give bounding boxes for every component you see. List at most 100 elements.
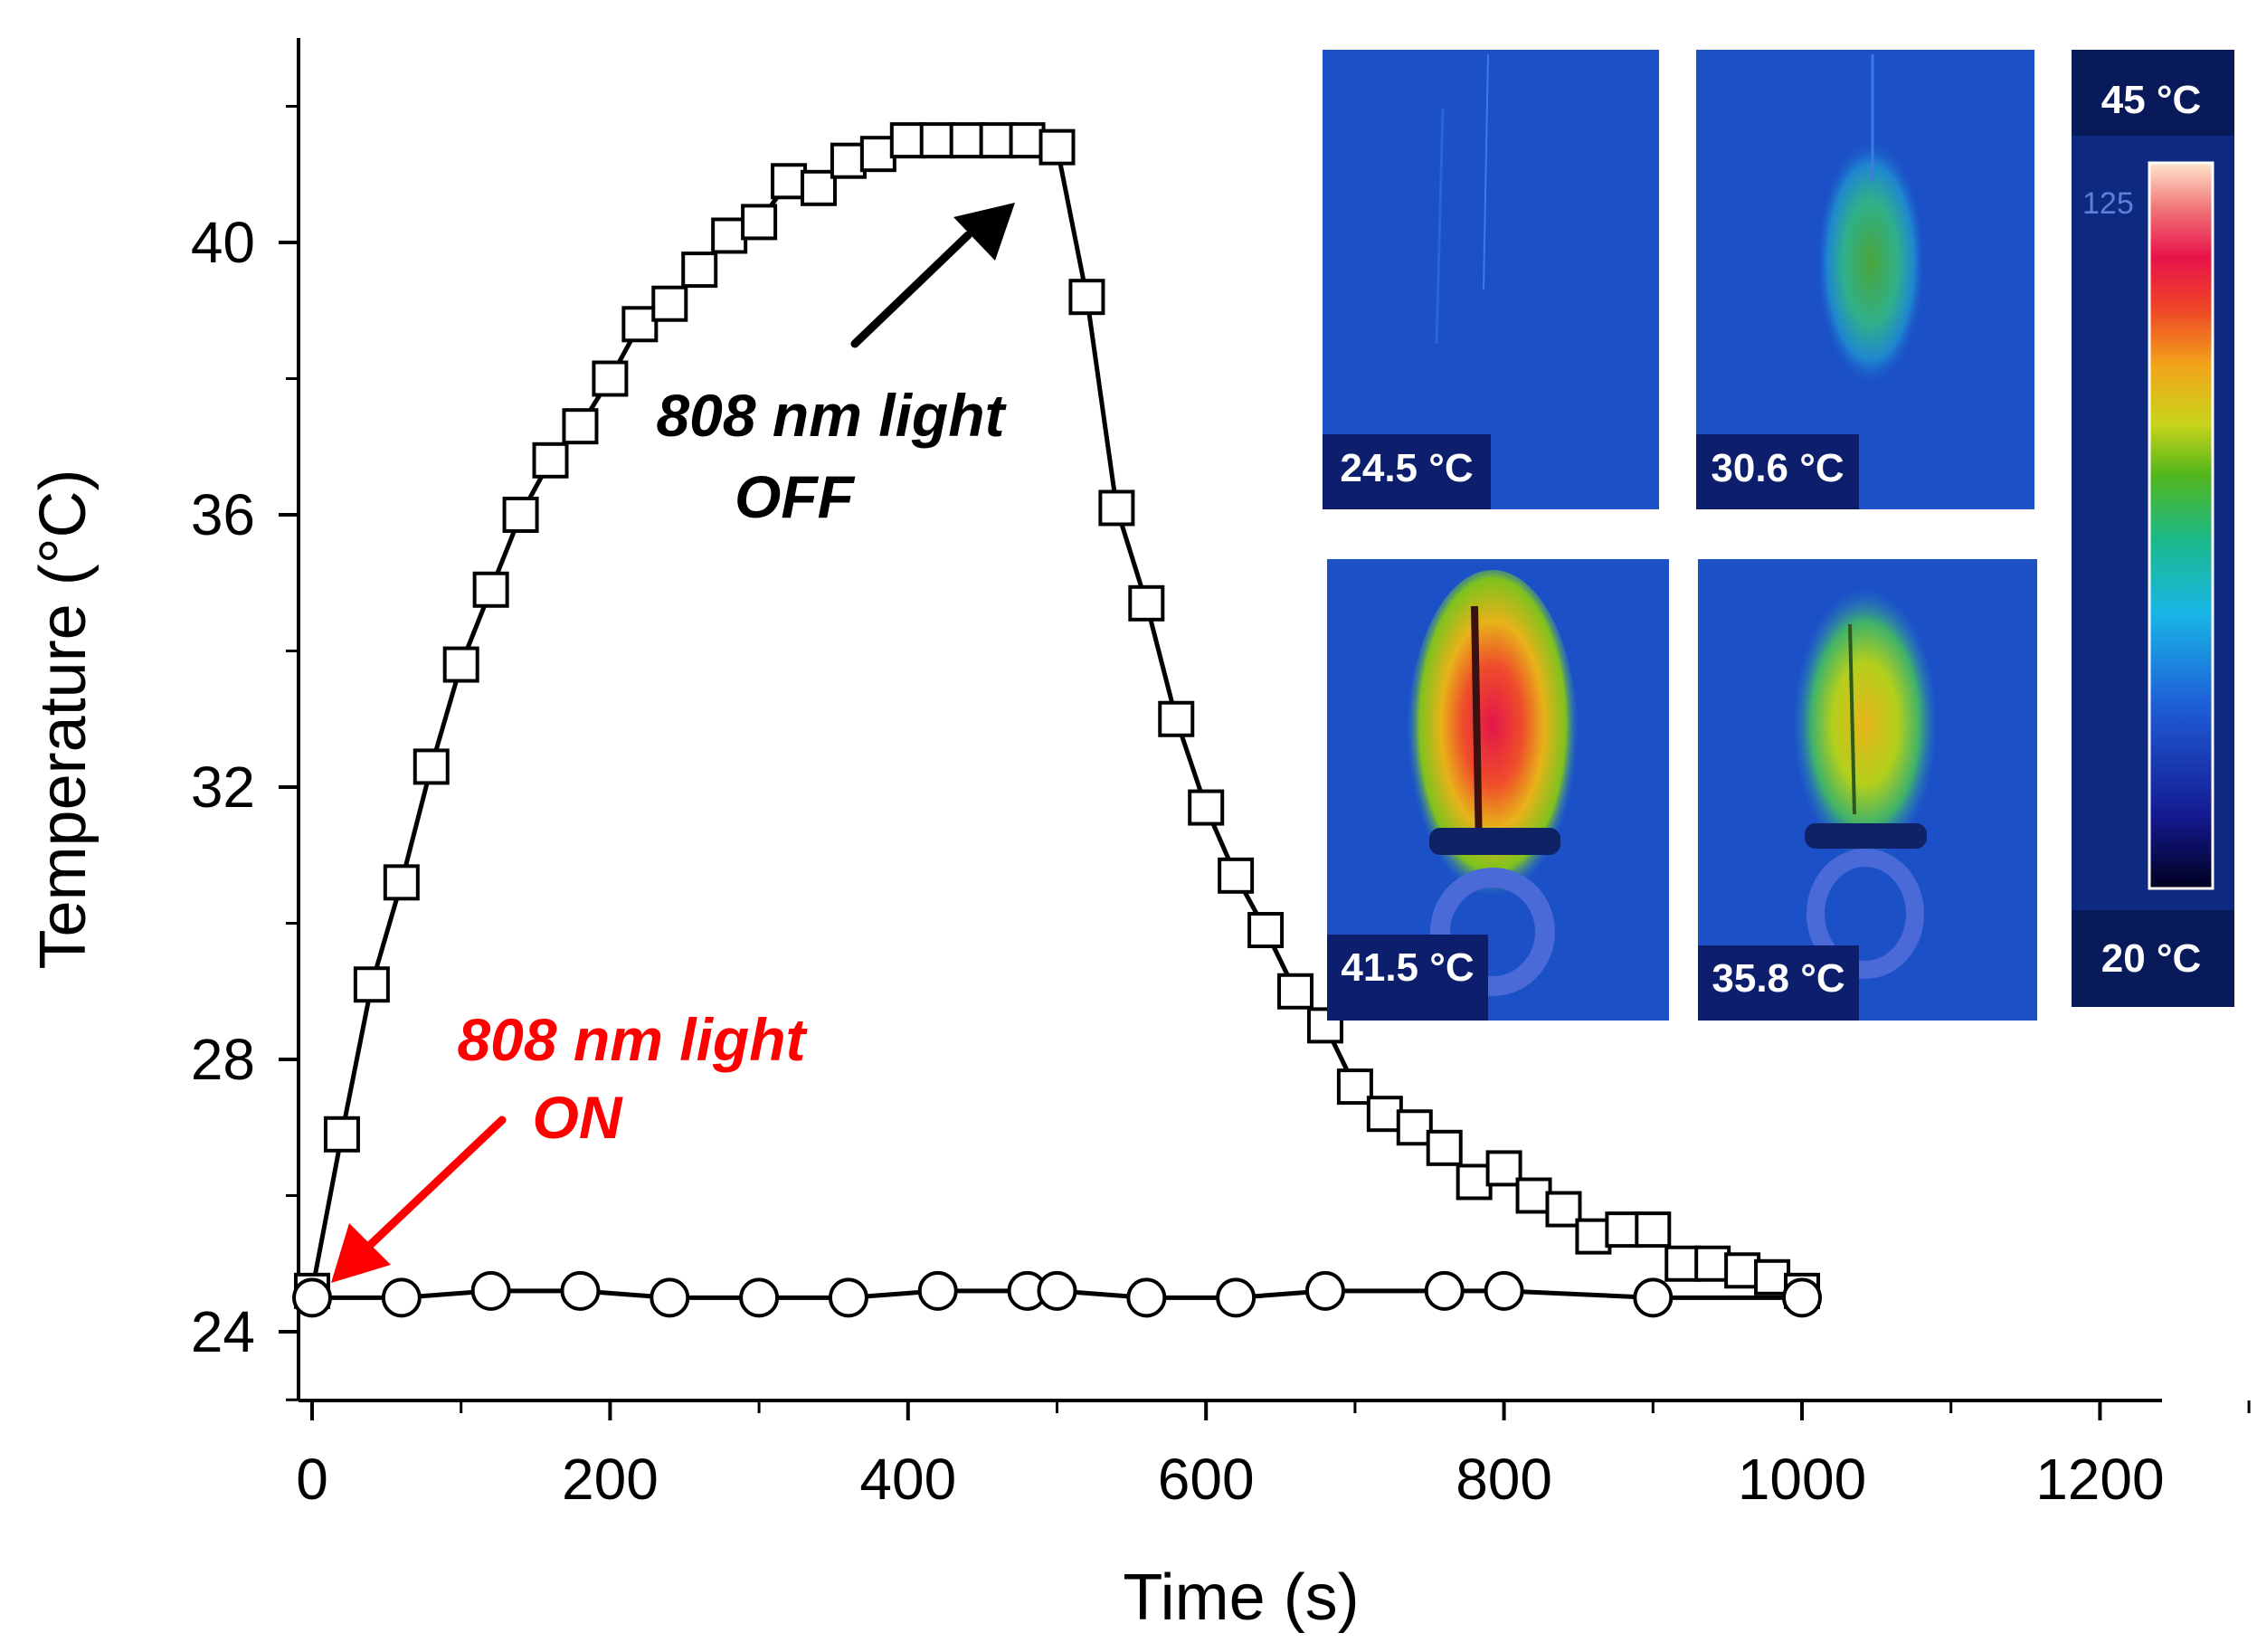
data-point-square <box>1605 1211 1642 1248</box>
annotation-off-line1: 808 nm light <box>656 382 1007 449</box>
x-tick-label: 200 <box>562 1447 659 1512</box>
data-point-square <box>532 441 569 479</box>
data-point-square <box>383 864 420 901</box>
data-point-square <box>1068 279 1105 316</box>
y-axis-title: Temperature (°C) <box>27 470 100 970</box>
y-ticks: 24 28 32 36 40 <box>191 105 299 1401</box>
data-point-square <box>1277 973 1314 1010</box>
y-tick-label: 24 <box>191 1299 255 1364</box>
data-point-square <box>949 122 986 159</box>
data-point-circle <box>828 1277 868 1318</box>
data-point-square <box>1694 1245 1731 1282</box>
data-point-square <box>1396 1109 1433 1146</box>
colorbar-gradient <box>2148 161 2214 890</box>
y-tick-label: 28 <box>191 1027 255 1092</box>
data-point-circle <box>292 1277 332 1318</box>
data-point-circle <box>917 1270 958 1311</box>
annotation-off-arrow-shaft <box>850 231 972 348</box>
thermal-image-2-label: 30.6 °C <box>1711 446 1844 490</box>
data-point-square <box>1515 1177 1552 1214</box>
annotation-off-arrowhead <box>953 203 1015 261</box>
data-point-square <box>1128 584 1165 622</box>
data-point-square <box>1664 1245 1702 1282</box>
annotation-on: 808 nm light ON <box>331 1006 809 1283</box>
data-point-circle <box>1633 1277 1674 1318</box>
data-point-square <box>889 122 926 159</box>
data-point-square <box>1158 700 1195 737</box>
colorbar-max-label: 45 °C <box>2101 78 2202 122</box>
data-point-circle <box>470 1270 511 1311</box>
data-point-square <box>442 646 479 683</box>
data-point-square <box>502 497 539 533</box>
data-point-circle <box>381 1277 422 1318</box>
data-point-square <box>413 748 450 785</box>
annotation-on-arrowhead <box>331 1223 391 1283</box>
thermal-image-3: 41.5 °C <box>1327 559 1669 1021</box>
y-tick-label: 32 <box>191 755 255 820</box>
data-point-square <box>592 360 629 397</box>
data-point-square <box>979 122 1016 159</box>
x-tick-label: 800 <box>1456 1447 1552 1512</box>
data-point-square <box>621 306 659 343</box>
annotation-on-line2: ON <box>533 1084 623 1151</box>
data-point-circle <box>1424 1270 1465 1311</box>
data-point-circle <box>1484 1270 1524 1311</box>
thermal-image-2: 30.6 °C <box>1696 50 2034 509</box>
data-point-square <box>1545 1191 1582 1228</box>
x-tick-label: 400 <box>859 1447 956 1512</box>
data-point-square <box>1336 1068 1373 1106</box>
data-point-square <box>800 169 837 206</box>
x-tick-label: 1200 <box>2035 1447 2164 1512</box>
data-point-square <box>651 285 688 322</box>
data-point-circle <box>1782 1277 1822 1318</box>
data-point-square <box>353 966 390 1003</box>
data-point-square <box>1218 857 1255 894</box>
thermal-inset: 24.5 °C 30.6 °C 41.5 °C 3 <box>1323 50 2234 1021</box>
x-tick-label: 1000 <box>1738 1447 1866 1512</box>
data-point-square <box>1366 1096 1403 1133</box>
data-point-square <box>919 122 956 159</box>
data-point-square <box>1009 122 1046 159</box>
colorbar-scale-text: 125 <box>2082 186 2134 221</box>
data-point-square <box>1456 1163 1493 1201</box>
thermal-image-1: 24.5 °C <box>1323 50 1659 509</box>
data-point-square <box>1306 1007 1343 1044</box>
data-point-square <box>323 1116 360 1153</box>
data-point-square <box>741 204 778 241</box>
data-point-square <box>1485 1150 1522 1187</box>
data-point-square <box>859 136 896 173</box>
data-point-square <box>1188 789 1225 826</box>
data-point-circle <box>560 1270 601 1311</box>
thermal-image-1-label: 24.5 °C <box>1340 446 1473 490</box>
data-point-circle <box>1216 1277 1257 1318</box>
thermal-image-3-label: 41.5 °C <box>1341 945 1474 990</box>
data-point-circle <box>739 1277 780 1318</box>
data-point-square <box>830 142 867 179</box>
data-point-square <box>681 252 718 289</box>
data-point-square <box>1635 1211 1672 1248</box>
x-ticks: 0 200 400 600 800 1000 1200 <box>296 1400 2251 1512</box>
data-point-circle <box>1126 1277 1167 1318</box>
annotation-on-line1: 808 nm light <box>457 1006 808 1073</box>
colorbar-min-label: 20 °C <box>2101 936 2202 981</box>
y-tick-label: 36 <box>191 482 255 547</box>
data-point-square <box>472 571 509 608</box>
annotation-off-line2: OFF <box>735 463 856 530</box>
data-point-circle <box>1304 1270 1345 1311</box>
thermal-colorbar: 125 45 °C 20 °C <box>2072 50 2234 1007</box>
annotation-on-arrow-shaft <box>362 1116 507 1253</box>
thermal-image-4-label: 35.8 °C <box>1712 956 1844 1001</box>
data-point-square <box>1038 128 1076 166</box>
data-point-square <box>771 163 808 200</box>
data-point-square <box>562 408 599 445</box>
x-tick-label: 600 <box>1158 1447 1255 1512</box>
thermal-image-4: 35.8 °C <box>1698 559 2037 1021</box>
data-point-circle <box>1037 1270 1077 1311</box>
data-point-square <box>1098 489 1135 527</box>
x-axis-title: Time (s) <box>1123 1562 1359 1634</box>
data-point-square <box>1247 912 1285 949</box>
data-point-square <box>1724 1252 1761 1289</box>
data-point-square <box>1575 1218 1612 1255</box>
annotation-off: 808 nm light OFF <box>656 203 1015 530</box>
